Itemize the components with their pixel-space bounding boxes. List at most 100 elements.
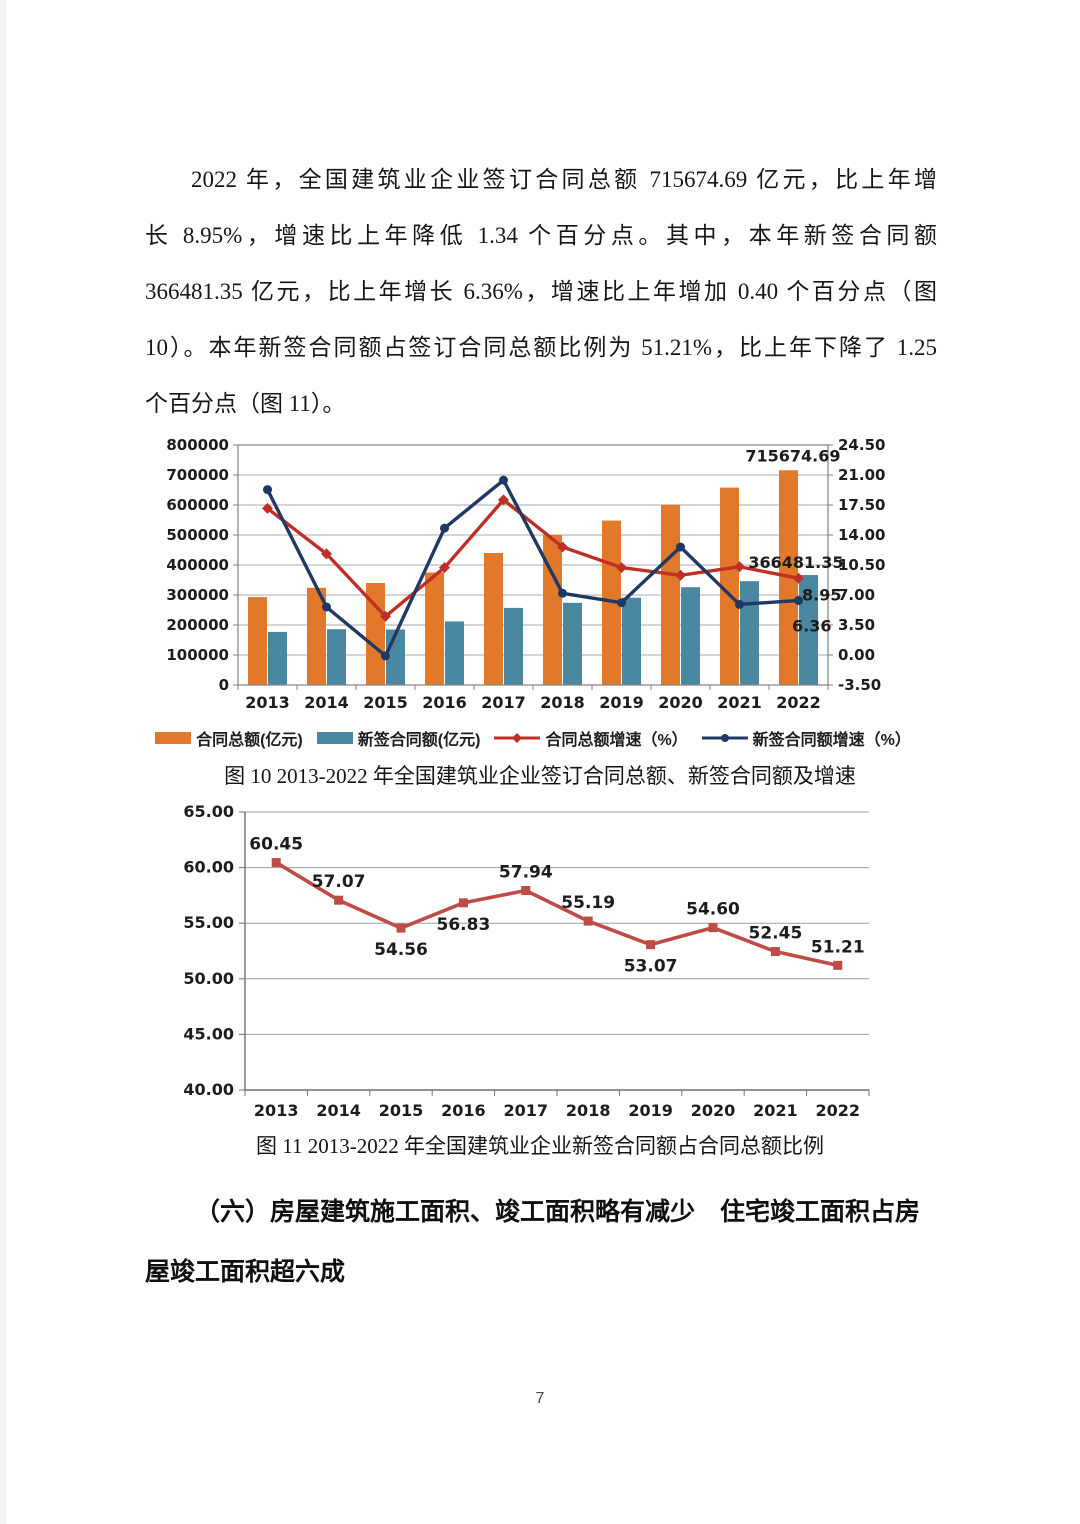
data-label: 60.45 bbox=[249, 835, 303, 855]
legend-label: 合同总额(亿元) bbox=[196, 732, 303, 749]
right-axis-label: 0.00 bbox=[838, 646, 875, 664]
data-label: 366481.35 bbox=[748, 553, 843, 572]
left-axis-label: 0 bbox=[219, 676, 229, 694]
bar-total-2020 bbox=[661, 504, 680, 685]
legend-bar-swatch-icon bbox=[316, 732, 353, 744]
page-number: 7 bbox=[535, 1390, 545, 1407]
marker-2020 bbox=[708, 923, 718, 933]
data-label: 57.94 bbox=[499, 863, 553, 883]
legend-line-swatch-icon bbox=[701, 734, 748, 742]
x-axis-label: 2015 bbox=[363, 693, 408, 712]
marker-2020 bbox=[675, 569, 686, 581]
legend-item: 合同总额(亿元) bbox=[155, 726, 303, 750]
data-label: 51.21 bbox=[811, 937, 865, 957]
marker-2022 bbox=[793, 572, 804, 584]
left-axis-label: 400000 bbox=[166, 556, 229, 574]
section-heading-line: （六）房屋建筑施工面积、竣工面积略有减少 住宅竣工面积占房 bbox=[195, 1199, 921, 1226]
x-axis-label: 2016 bbox=[422, 693, 467, 712]
y-axis-label: 40.00 bbox=[183, 1080, 234, 1099]
right-axis-label: 10.50 bbox=[838, 556, 885, 574]
data-label: 6.36 bbox=[792, 616, 831, 635]
legend-item: 新签合同额(亿元) bbox=[316, 726, 481, 750]
data-label: 52.45 bbox=[749, 924, 803, 944]
x-axis-label: 2022 bbox=[776, 693, 821, 712]
marker-2021 bbox=[734, 561, 745, 573]
section-heading: （六）房屋建筑施工面积、竣工面积略有减少 住宅竣工面积占房 屋竣工面积超六成 bbox=[145, 1183, 940, 1303]
x-axis-label: 2016 bbox=[441, 1101, 486, 1120]
data-label: 8.95 bbox=[802, 585, 841, 604]
left-axis-label: 300000 bbox=[166, 586, 229, 604]
figure10-chart: 0 100000 200000 300000 400000 500000 600000 700… bbox=[166, 436, 885, 712]
x-axis-label: 2021 bbox=[753, 1101, 798, 1120]
data-label: 53.07 bbox=[624, 957, 678, 977]
marker-2016 bbox=[439, 562, 450, 574]
marker-2014 bbox=[322, 602, 331, 612]
legend-line-swatch-icon bbox=[494, 733, 541, 743]
marker-2018 bbox=[583, 916, 593, 926]
data-label: 56.83 bbox=[437, 915, 491, 935]
marker-2017 bbox=[499, 475, 508, 485]
figure11-chart: 40.00 45.00 50.00 55.00 60.00 65.00 2013 2014 20… bbox=[183, 802, 870, 1120]
bar-new-2013 bbox=[268, 631, 287, 685]
bar-total-2017 bbox=[484, 553, 503, 685]
marker-2015 bbox=[380, 610, 391, 622]
y-axis-label: 50.00 bbox=[183, 969, 234, 988]
data-label: 57.07 bbox=[312, 872, 366, 892]
left-axis-label: 500000 bbox=[166, 526, 229, 544]
figure11-caption: 图 11 2013-2022 年全国建筑业企业新签合同额占合同总额比例 bbox=[256, 1134, 824, 1158]
marker-2017 bbox=[498, 494, 509, 506]
bar-total-2016 bbox=[425, 572, 444, 685]
right-axis-label: 21.00 bbox=[838, 466, 885, 484]
left-axis-label: 800000 bbox=[166, 436, 229, 454]
right-axis-label: 7.00 bbox=[838, 586, 875, 604]
x-axis-label: 2019 bbox=[628, 1101, 673, 1120]
marker-2018 bbox=[558, 588, 567, 598]
data-label: 55.19 bbox=[561, 893, 615, 913]
marker-2015 bbox=[381, 651, 390, 661]
x-axis-label: 2014 bbox=[316, 1101, 361, 1120]
x-axis-label: 2021 bbox=[717, 693, 762, 712]
marker-2013 bbox=[271, 858, 281, 868]
marker-2014 bbox=[321, 548, 332, 560]
paragraph-line: 长 8.95%，增速比上年降低 1.34 个百分点。其中，本年新签合同额 bbox=[145, 223, 937, 248]
line-series bbox=[266, 497, 799, 619]
bar-new-2017 bbox=[504, 607, 523, 685]
x-axis-label: 2018 bbox=[566, 1101, 611, 1120]
y-axis-label: 65.00 bbox=[183, 802, 234, 821]
marker-2013 bbox=[263, 485, 272, 495]
x-axis-label: 2022 bbox=[816, 1101, 861, 1120]
paragraph-line: 10）。本年新签合同额占签订合同总额比例为 51.21%，比上年下降了 1.25 bbox=[145, 335, 937, 360]
legend-item: 合同总额增速（%） bbox=[494, 726, 688, 750]
marker-2021 bbox=[770, 947, 780, 957]
figure11: 40.00 45.00 50.00 55.00 60.00 65.00 2013 2014 20… bbox=[150, 793, 910, 1123]
bar-total-2018 bbox=[543, 535, 562, 685]
bar-new-2016 bbox=[445, 621, 464, 685]
swatch bbox=[316, 732, 353, 744]
bar-new-2014 bbox=[327, 629, 346, 685]
bar-total-2014 bbox=[307, 587, 326, 685]
bar-total-2013 bbox=[248, 597, 267, 685]
bar-new-2022 bbox=[799, 575, 818, 685]
y-axis-label: 55.00 bbox=[183, 913, 234, 932]
data-label: 54.56 bbox=[374, 940, 428, 960]
swatch bbox=[155, 732, 192, 744]
legend-label: 新签合同额增速（%） bbox=[752, 732, 911, 749]
bar-new-2019 bbox=[622, 597, 641, 685]
data-label: 54.60 bbox=[686, 900, 740, 920]
legend-label: 新签合同额(亿元) bbox=[357, 732, 481, 749]
x-axis-label: 2013 bbox=[245, 693, 290, 712]
line-series bbox=[275, 861, 839, 968]
marker-2021 bbox=[735, 599, 744, 609]
x-axis-label: 2013 bbox=[254, 1101, 299, 1120]
right-axis-label: 3.50 bbox=[838, 616, 875, 634]
marker-2017 bbox=[521, 886, 531, 896]
marker-2019 bbox=[617, 598, 626, 608]
x-axis-label: 2018 bbox=[540, 693, 585, 712]
x-axis-label: 2020 bbox=[691, 1101, 736, 1120]
figure10: 0 100000 200000 300000 400000 500000 600000 700… bbox=[155, 433, 911, 750]
marker-2018 bbox=[557, 541, 568, 553]
figure10-legend: 合同总额(亿元) 新签合同额(亿元) 合同总额增速（%） 新签合同额增速（%） bbox=[155, 726, 911, 750]
body-paragraph: 2022 年，全国建筑业企业签订合同总额 715674.69 亿元，比上年增 长… bbox=[145, 152, 937, 432]
marker-2016 bbox=[458, 898, 468, 908]
